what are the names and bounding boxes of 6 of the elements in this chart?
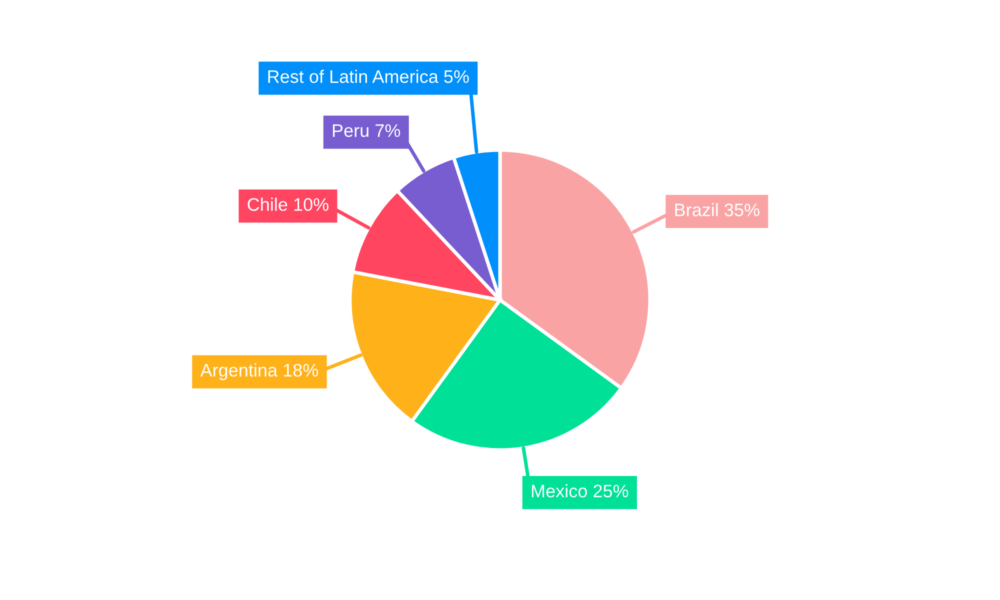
slice-label: Mexico 25% (532, 484, 628, 498)
slice-label: Chile 10% (248, 198, 328, 211)
slice-label: Brazil 35% (675, 203, 760, 216)
slice-label: Rest of Latin America 5% (268, 70, 469, 83)
slice-label: Peru 7% (332, 124, 400, 137)
slice-label: Argentina 18% (200, 363, 318, 380)
